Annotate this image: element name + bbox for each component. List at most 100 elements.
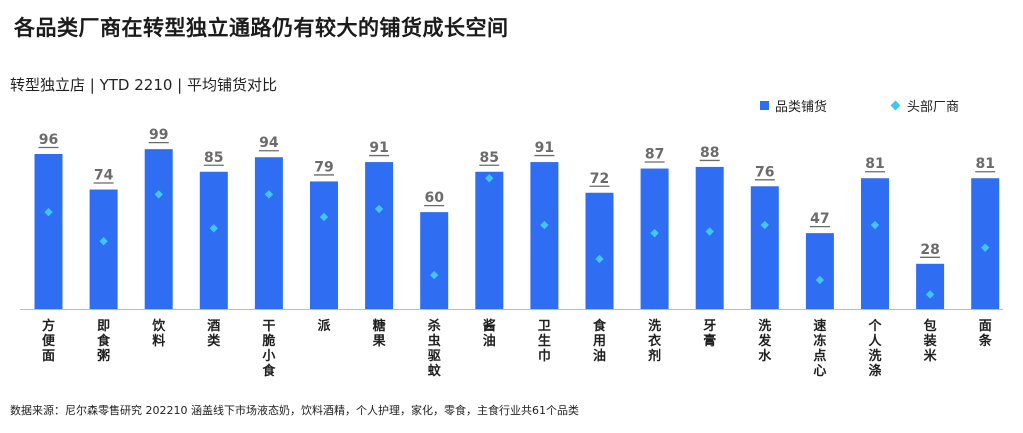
leader-marker [44, 207, 53, 217]
category-label: 卫 [538, 319, 551, 334]
bar [585, 192, 614, 309]
bar [254, 157, 283, 309]
category-label: 装 [923, 333, 937, 349]
category-label: 干 [262, 319, 275, 334]
category-label: 酒 [207, 319, 220, 334]
legend-marker-label: 头部厂商 [907, 100, 960, 115]
bar-value-label: 72 [590, 171, 609, 187]
bar [89, 189, 118, 309]
legend: 品类铺货 头部厂商 [760, 96, 1000, 115]
bar-value-label: 79 [314, 159, 333, 175]
bar [420, 212, 449, 309]
category-label: 水 [758, 348, 772, 364]
leader-marker [264, 190, 274, 199]
bar-value-label: 91 [535, 140, 554, 156]
category-label: 洗 [648, 318, 661, 334]
bar [916, 263, 945, 309]
category-label: 食 [262, 363, 276, 379]
leader-marker [540, 220, 549, 230]
category-label: 油 [483, 333, 496, 349]
legend-item-markers: 头部厂商 [890, 96, 959, 115]
category-label: 生 [538, 333, 551, 349]
category-label: 驱 [428, 349, 441, 364]
bar-value-label: 74 [94, 168, 114, 184]
category-label: 巾 [538, 348, 551, 364]
data-source-note: 数据来源：尼尔森零售研究 202210 涵盖线下市场液态奶，饮料酒精，个人护理，… [10, 404, 579, 417]
category-label: 油 [593, 348, 606, 364]
category-label: 人 [868, 333, 882, 349]
leader-marker [374, 204, 384, 214]
category-label: 冻 [813, 333, 826, 349]
legend-item-bars: 品类铺货 [760, 96, 827, 115]
category-label: 衣 [648, 333, 661, 349]
bar-value-label: 81 [865, 156, 884, 172]
leader-marker [595, 254, 604, 264]
bar-value-label: 28 [920, 242, 939, 258]
category-label: 小 [262, 349, 275, 364]
bar [640, 168, 669, 309]
leader-marker [209, 224, 218, 233]
legend-bar-swatch [760, 101, 769, 110]
leader-marker [485, 174, 494, 183]
bar [144, 149, 173, 309]
leader-marker [925, 290, 935, 299]
bar-value-label: 60 [424, 190, 444, 206]
chart-title: 各品类厂商在转型独立通路仍有较大的铺货成长空间 [14, 16, 509, 40]
category-label: 洗 [758, 318, 771, 334]
category-label: 脆 [261, 333, 275, 349]
category-label: 粥 [97, 348, 110, 364]
category-label: 食 [593, 318, 607, 334]
bar [310, 181, 338, 309]
category-label: 杀 [428, 318, 441, 334]
bar-value-label: 76 [755, 164, 774, 180]
bar-value-label: 87 [645, 147, 664, 163]
category-label: 包 [924, 318, 937, 334]
category-label: 糖 [373, 318, 386, 334]
bar-value-label: 91 [369, 140, 388, 156]
category-label: 速 [813, 318, 826, 334]
category-label: 酱 [483, 318, 496, 334]
category-label: 饮 [151, 318, 166, 334]
category-label: 条 [979, 333, 993, 349]
category-label: 牙 [703, 319, 716, 334]
category-label: 食 [97, 333, 111, 349]
chart-subtitle: 转型独立店 | YTD 2210 | 平均铺货对比 [10, 76, 277, 94]
bar-value-label: 85 [480, 150, 499, 166]
leader-marker [430, 270, 439, 280]
leader-marker [981, 243, 990, 252]
category-label: 个 [867, 318, 882, 334]
category-label: 米 [924, 348, 938, 364]
bar [750, 186, 779, 309]
category-label: 发 [757, 333, 772, 349]
bar [530, 162, 559, 309]
bar [861, 178, 889, 309]
leader-marker [705, 227, 714, 236]
category-label: 洗 [868, 348, 881, 364]
category-label: 用 [592, 334, 606, 349]
category-label: 涤 [868, 363, 881, 379]
category-label: 点 [813, 348, 826, 364]
leader-marker [760, 220, 769, 230]
bar [805, 233, 834, 309]
leader-marker [99, 236, 108, 246]
bar [34, 154, 63, 309]
bar [199, 171, 228, 309]
category-label: 虫 [428, 333, 441, 349]
legend-bar-label: 品类铺货 [775, 100, 828, 115]
category-label: 心 [813, 364, 826, 379]
category-label: 剂 [647, 348, 661, 364]
category-label: 蚊 [428, 363, 442, 379]
leader-marker [815, 275, 825, 285]
category-label: 果 [372, 334, 386, 349]
bar-value-label: 88 [700, 145, 719, 161]
category-label: 类 [207, 333, 221, 349]
leader-marker [154, 190, 163, 199]
category-label: 料 [152, 333, 165, 349]
bar [695, 166, 724, 309]
leader-marker [319, 212, 329, 222]
bar [475, 171, 504, 309]
category-label: 方 [42, 318, 55, 334]
bar-value-label: 99 [149, 127, 168, 143]
category-label: 面 [979, 319, 992, 334]
